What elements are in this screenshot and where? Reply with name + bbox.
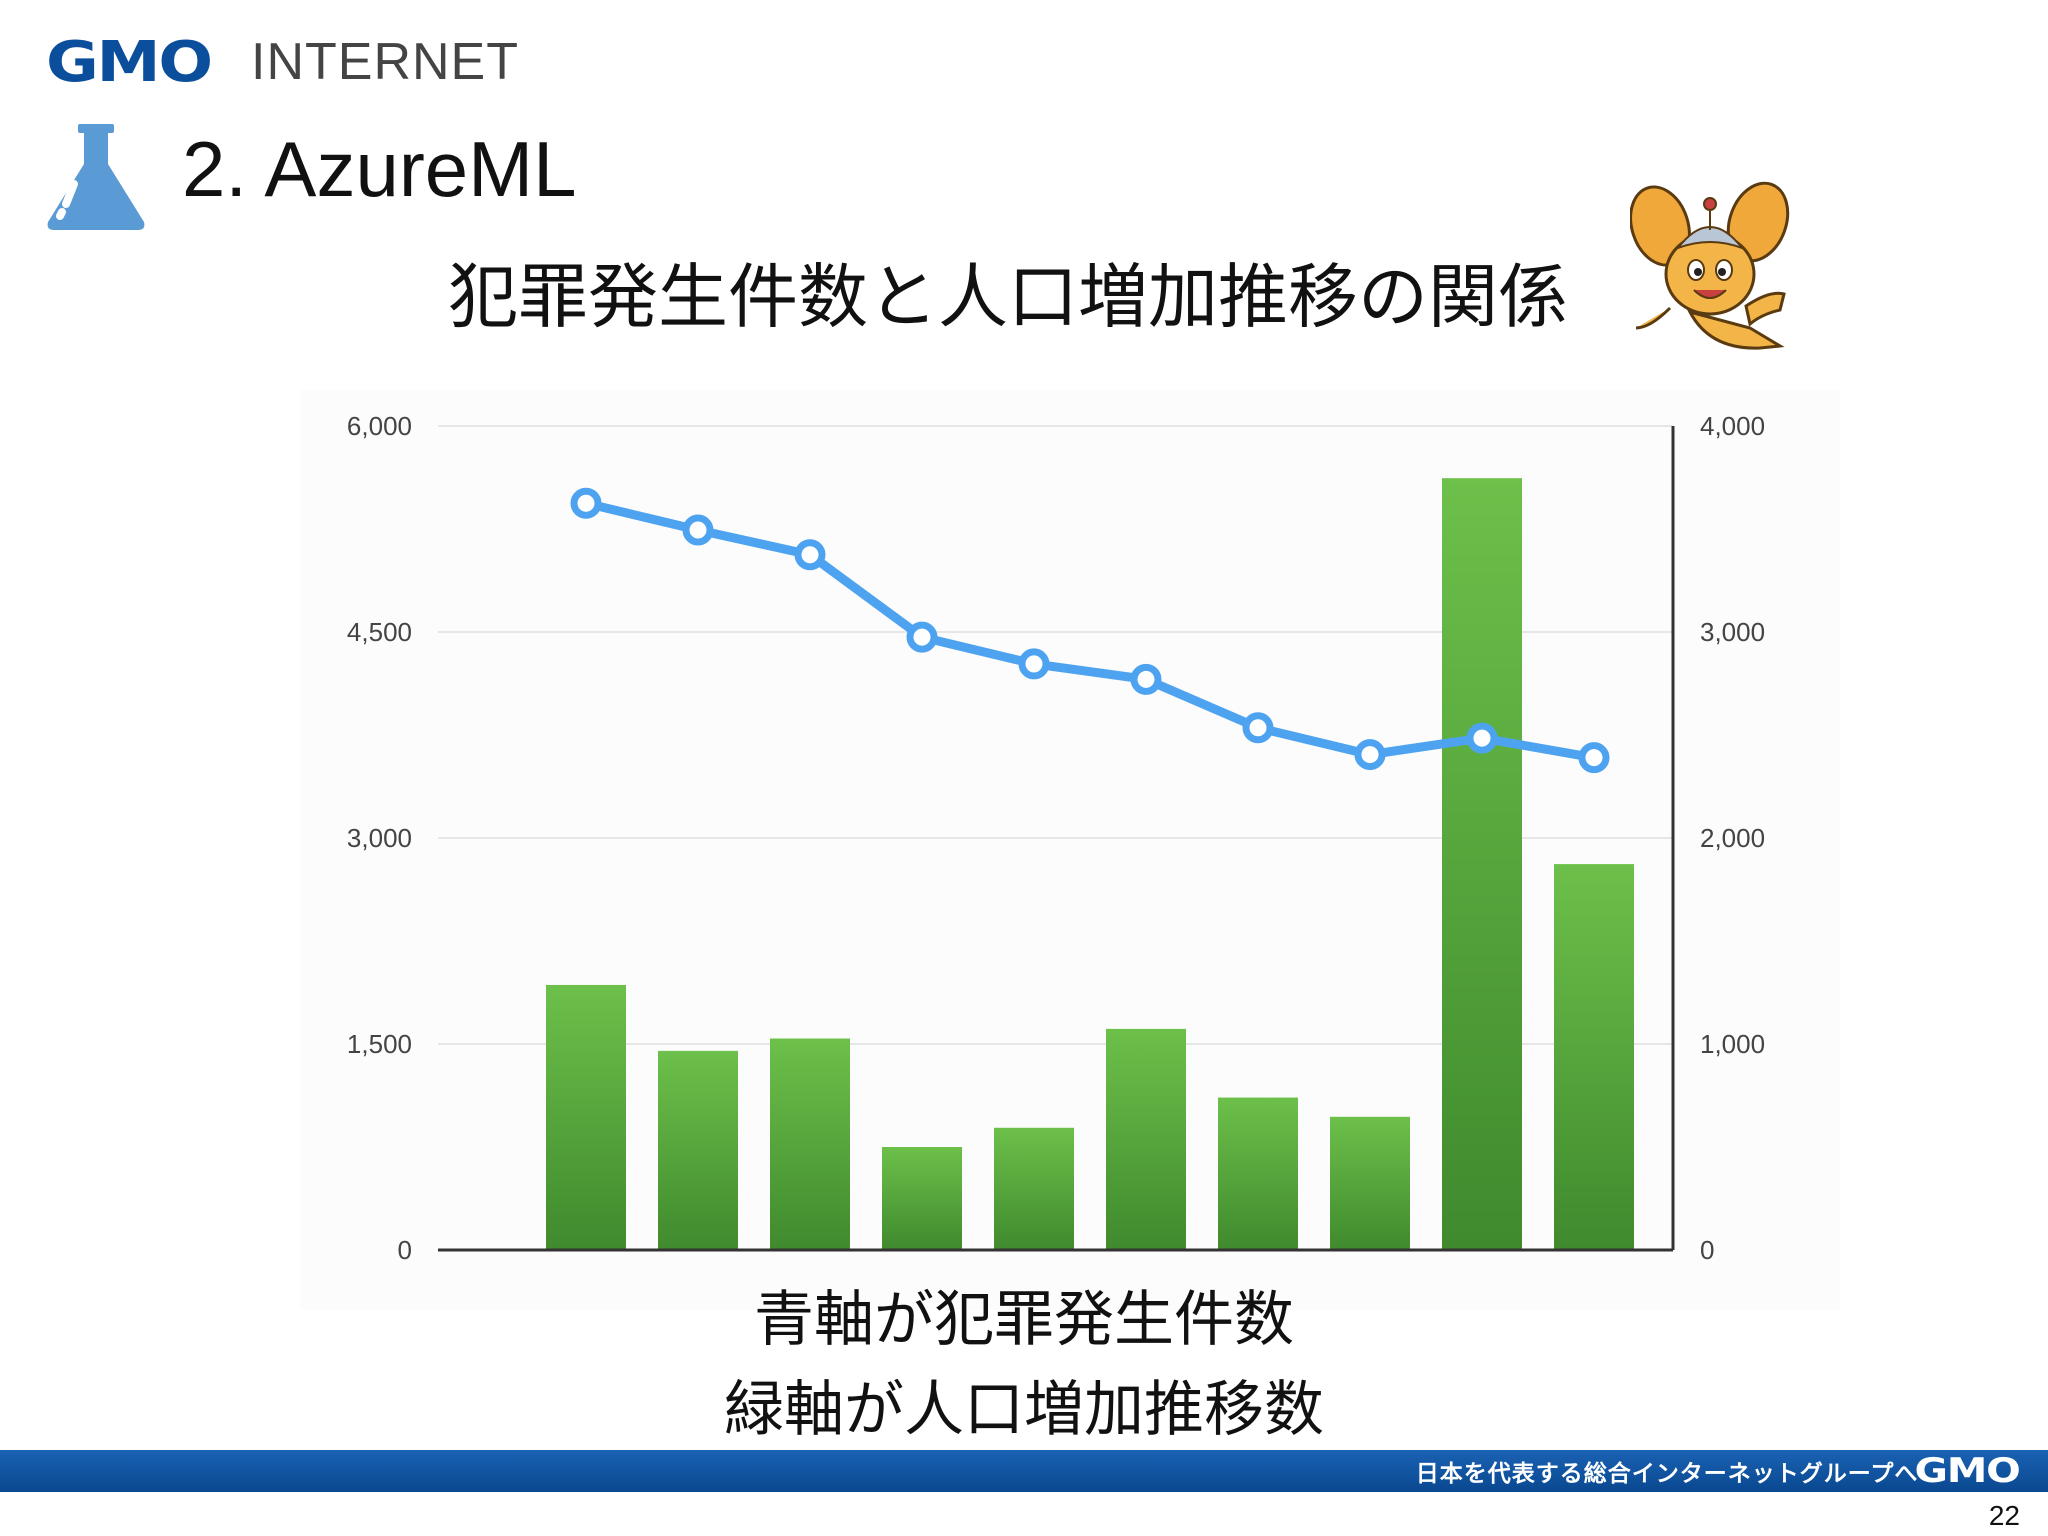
bar xyxy=(1554,864,1634,1250)
bar xyxy=(1106,1028,1186,1250)
logo-internet-text: INTERNET xyxy=(251,33,519,91)
left-axis-tick-label: 0 xyxy=(398,1235,412,1265)
left-axis-tick-label: 4,500 xyxy=(347,617,412,647)
bar xyxy=(1218,1097,1298,1250)
caption-line-1: 青軸が犯罪発生件数 xyxy=(754,1285,1294,1355)
bar xyxy=(1330,1116,1410,1250)
right-axis-tick-label: 0 xyxy=(1700,1235,1714,1265)
line-point xyxy=(1018,648,1050,680)
caption-line-2: 緑軸が人口増加推移数 xyxy=(724,1375,1324,1445)
bar xyxy=(1442,478,1522,1251)
left-axis-tick-label: 3,000 xyxy=(347,823,412,853)
right-axis-tick-label: 3,000 xyxy=(1700,617,1765,647)
logo-gmo-text: GMO xyxy=(46,29,213,95)
right-axis-tick-label: 2,000 xyxy=(1700,823,1765,853)
line-point xyxy=(570,487,602,519)
line-point xyxy=(1242,712,1274,744)
page-number: 22 xyxy=(1988,1500,2020,1531)
footer-gmo-logo: GMO xyxy=(1914,1451,2021,1491)
flask-icon xyxy=(47,124,145,230)
line-point xyxy=(1354,739,1386,771)
bar xyxy=(546,984,626,1250)
footer-bar: 日本を代表する総合インターネットグループへ GMO xyxy=(0,1450,2048,1492)
footer-tagline: 日本を代表する総合インターネットグループへ xyxy=(1415,1461,1919,1487)
line-point xyxy=(1130,663,1162,695)
line-point xyxy=(682,514,714,546)
bar xyxy=(658,1050,738,1250)
bar xyxy=(882,1147,962,1250)
right-axis-tick-label: 4,000 xyxy=(1700,411,1765,441)
left-axis-tick-label: 6,000 xyxy=(347,411,412,441)
bar xyxy=(770,1038,850,1250)
line-point xyxy=(1578,742,1610,774)
gmo-internet-logo: GMO INTERNET xyxy=(46,29,519,95)
slide-title: 2. AzureML xyxy=(182,125,577,213)
bar xyxy=(994,1127,1074,1250)
line-point xyxy=(1466,722,1498,754)
series-line xyxy=(584,498,1595,763)
mascot-character xyxy=(1630,181,1790,350)
line-point xyxy=(794,539,826,571)
left-axis-tick-label: 1,500 xyxy=(347,1029,412,1059)
chart-heading: 犯罪発生件数と人口増加推移の関係 xyxy=(448,256,1568,338)
line-point xyxy=(906,621,938,653)
right-axis-tick-label: 1,000 xyxy=(1700,1029,1765,1059)
chart-area: 6,000 4,000 4,500 3,000 3,000 2,000 1,500 1,000… xyxy=(300,390,1840,1310)
